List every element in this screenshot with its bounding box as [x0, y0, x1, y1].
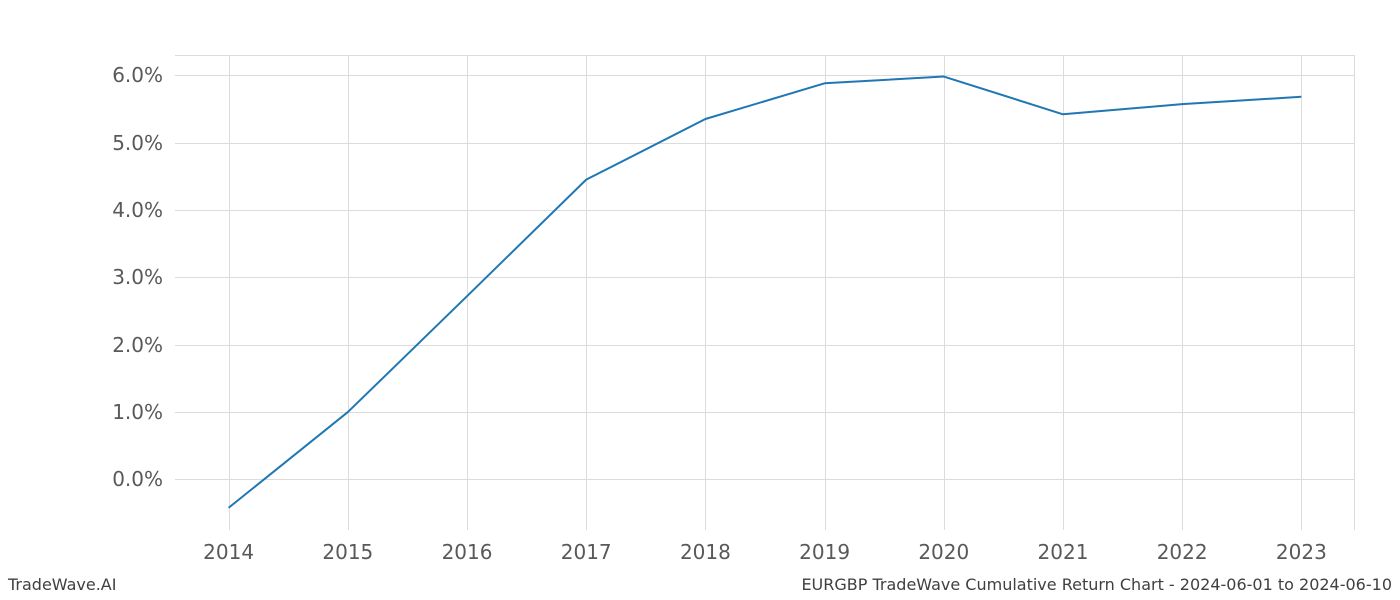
chart-container: 2014 2015 2016 2017 2018 2019 2020 2021 2022 2023…: [0, 0, 1400, 600]
x-tick-label: 2015: [322, 540, 373, 564]
x-tick-label: 2021: [1038, 540, 1089, 564]
line-series-svg: [175, 55, 1355, 530]
y-tick-label: 0.0%: [112, 467, 163, 491]
y-tick-label: 4.0%: [112, 198, 163, 222]
footer-left-text: TradeWave.AI: [8, 575, 116, 594]
x-tick-label: 2020: [918, 540, 969, 564]
x-tick-label: 2017: [561, 540, 612, 564]
x-tick-label: 2018: [680, 540, 731, 564]
y-tick-label: 1.0%: [112, 400, 163, 424]
x-tick-label: 2016: [442, 540, 493, 564]
chart-plot-area: 2014201520162017201820192020202120222023…: [175, 55, 1355, 530]
x-tick-label: 2023: [1276, 540, 1327, 564]
series-cumulative-return: [229, 77, 1302, 508]
y-tick-label: 2.0%: [112, 333, 163, 357]
x-tick-label: 2014: [203, 540, 254, 564]
y-tick-label: 6.0%: [112, 63, 163, 87]
x-tick-label: 2019: [799, 540, 850, 564]
x-tick-label: 2022: [1157, 540, 1208, 564]
footer-right-text: EURGBP TradeWave Cumulative Return Chart…: [801, 575, 1392, 594]
y-tick-label: 3.0%: [112, 265, 163, 289]
y-tick-label: 5.0%: [112, 131, 163, 155]
